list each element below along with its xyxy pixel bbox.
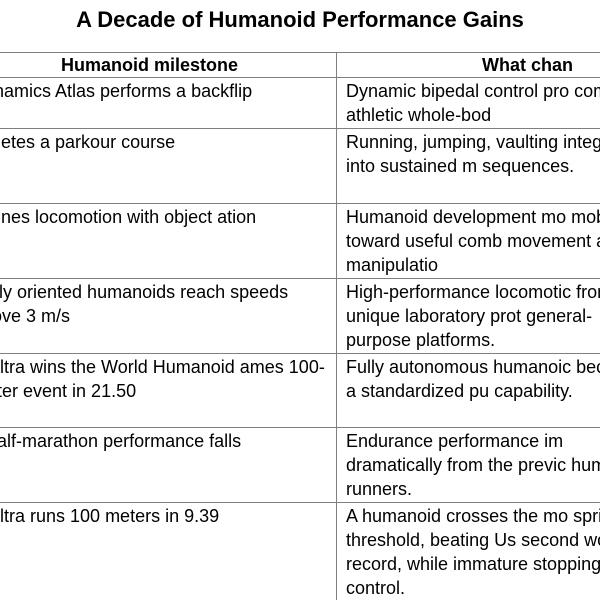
milestone-cell: mpletes a parkour course (0, 128, 337, 204)
milestone-cell: g Ultra runs 100 meters in 9.39 (0, 502, 337, 600)
milestone-cell: g Ultra wins the World Humanoid ames 100… (0, 353, 337, 428)
milestones-table: Humanoid milestone What chan Dynamics At… (0, 52, 600, 600)
table-row: d half-marathon performance falls Endura… (0, 427, 600, 503)
column-header-change: What chan (336, 52, 600, 78)
milestone-cell: Dynamics Atlas performs a backflip (0, 77, 337, 129)
milestone-cell: mbines locomotion with object ation (0, 203, 337, 279)
change-cell: Humanoid development mo mobility toward … (336, 203, 600, 279)
table-container: Humanoid milestone What chan Dynamics At… (0, 52, 600, 600)
change-cell: Dynamic bipedal control pro complex, ath… (336, 77, 600, 129)
change-cell: A humanoid crosses the mo sprint thresho… (336, 502, 600, 600)
change-cell: Running, jumping, vaulting integrated in… (336, 128, 600, 204)
change-cell: Endurance performance im dramatically fr… (336, 427, 600, 503)
page-title: A Decade of Humanoid Performance Gains (76, 7, 524, 32)
change-cell: Fully autonomous humanoic becomes a stan… (336, 353, 600, 428)
change-cell: High-performance locomotic from unique l… (336, 278, 600, 354)
milestone-cell: cially oriented humanoids reach speeds a… (0, 278, 337, 354)
milestone-cell: d half-marathon performance falls (0, 427, 337, 503)
column-header-milestone: Humanoid milestone (0, 52, 337, 78)
table-row: cially oriented humanoids reach speeds a… (0, 278, 600, 354)
table-row: g Ultra wins the World Humanoid ames 100… (0, 353, 600, 428)
table-row: Dynamics Atlas performs a backflip Dynam… (0, 77, 600, 129)
table-row: mbines locomotion with object ation Huma… (0, 203, 600, 279)
table-row: g Ultra runs 100 meters in 9.39 A humano… (0, 502, 600, 600)
table-row: mpletes a parkour course Running, jumpin… (0, 128, 600, 204)
table-header-row: Humanoid milestone What chan (0, 52, 600, 78)
